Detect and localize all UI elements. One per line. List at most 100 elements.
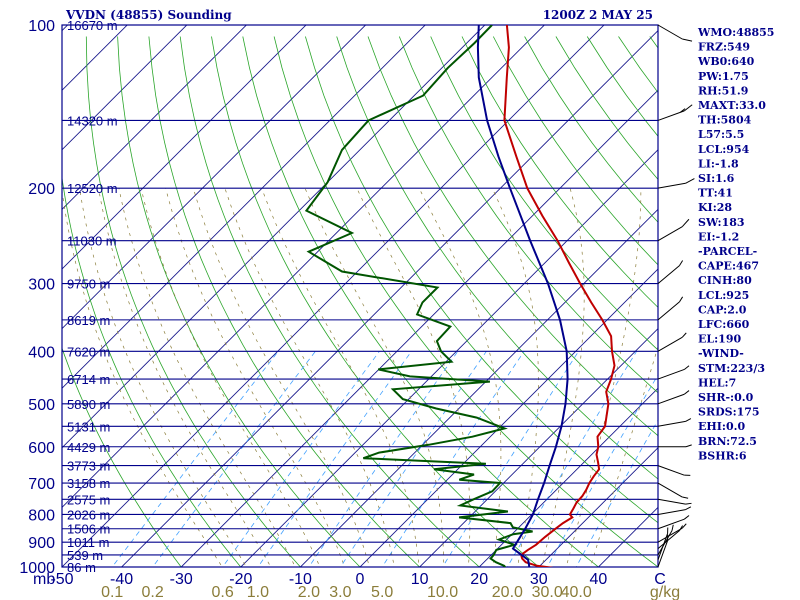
plot-frame bbox=[61, 24, 659, 568]
mixing-ratio-tick-label: 30.0 bbox=[532, 584, 563, 600]
isotherm-line bbox=[62, 25, 486, 449]
index-item: LFC:660 bbox=[698, 318, 750, 331]
pressure-tick-label: 900 bbox=[28, 535, 55, 552]
dry-adiabat-line bbox=[775, 37, 800, 579]
mixing-ratio-line bbox=[546, 374, 658, 567]
dry-adiabat-line bbox=[85, 36, 301, 567]
height-label: 3158 m bbox=[67, 476, 110, 491]
mixing-ratio-line bbox=[381, 351, 525, 567]
dry-adiabat-line bbox=[367, 36, 658, 437]
moist-adiabat-line bbox=[565, 188, 642, 567]
dry-adiabat-line bbox=[744, 37, 800, 579]
index-item: HEL:7 bbox=[698, 376, 736, 389]
wind-barb bbox=[657, 482, 689, 499]
moist-adiabat-line bbox=[224, 188, 395, 567]
index-item: CAP:2.0 bbox=[698, 303, 747, 316]
isotherm-line bbox=[240, 149, 658, 567]
moist-adiabat-line bbox=[192, 188, 370, 567]
height-label: 3773 m bbox=[67, 459, 110, 474]
mixing-ratio-tick-label: 40.0 bbox=[561, 584, 592, 600]
index-item: PW:1.75 bbox=[698, 70, 749, 83]
height-label: 7620 m bbox=[67, 344, 110, 359]
dry-adiabat-line bbox=[492, 36, 658, 266]
parcel-trace bbox=[476, 25, 569, 567]
isotherm-line bbox=[62, 25, 605, 567]
index-item: -WIND- bbox=[698, 347, 744, 360]
index-item: SW:183 bbox=[698, 216, 745, 229]
height-label: 9750 m bbox=[67, 277, 110, 292]
index-item: TT:41 bbox=[698, 187, 733, 200]
wind-barb bbox=[657, 506, 692, 515]
dry-adiabat-line bbox=[524, 36, 658, 223]
index-item: LI:-1.8 bbox=[698, 157, 739, 170]
wind-barb bbox=[657, 332, 687, 352]
index-item: EL:190 bbox=[698, 333, 741, 346]
mixing-ratio-tick-label: 1.0 bbox=[247, 584, 269, 600]
temperature-tick-label: C bbox=[654, 571, 666, 588]
height-label: 8619 m bbox=[67, 313, 110, 328]
station-title: VVDN (48855) Sounding bbox=[65, 8, 232, 22]
temperature-tick-label: -10 bbox=[289, 571, 312, 588]
mixing-ratio-line bbox=[222, 351, 380, 567]
sounding-traces bbox=[304, 25, 616, 567]
height-label: 539 m bbox=[67, 548, 103, 563]
index-item: BSHR:6 bbox=[698, 449, 747, 462]
index-item: WMO:48855 bbox=[697, 26, 774, 39]
index-item: LCL:954 bbox=[698, 143, 750, 156]
wind-barb bbox=[657, 515, 690, 530]
moist-adiabat-line bbox=[140, 188, 321, 567]
index-item: WB0:640 bbox=[697, 55, 755, 68]
isotherm-line bbox=[62, 25, 248, 211]
mixing-ratio-tick-label: 0.2 bbox=[142, 584, 164, 600]
wind-barb bbox=[657, 523, 687, 543]
wind-barb bbox=[657, 390, 690, 405]
wind-barb bbox=[658, 444, 692, 448]
height-label: 4429 m bbox=[67, 440, 110, 455]
wind-barb bbox=[657, 24, 693, 42]
dry-adiabat-line bbox=[461, 36, 658, 308]
index-item: SRDS:175 bbox=[698, 406, 760, 419]
moist-adiabat-line bbox=[418, 188, 502, 567]
moist-adiabat-line bbox=[261, 188, 420, 567]
isotherm-line bbox=[478, 387, 658, 567]
index-item: STM:223/3 bbox=[698, 362, 765, 375]
mixing-ratio-line bbox=[442, 351, 579, 567]
mixing-ratio-tick-label: 0.6 bbox=[212, 584, 234, 600]
mixing-ratio-tick-label: 5.0 bbox=[371, 584, 393, 600]
wind-barb bbox=[657, 365, 690, 380]
mixing-ratio-line bbox=[308, 351, 459, 567]
isotherm-line bbox=[0, 13, 20, 579]
moist-adiabat-line bbox=[118, 188, 296, 567]
dry-adiabat-line bbox=[211, 36, 540, 567]
mixing-ratio-line bbox=[506, 351, 637, 567]
height-label: 86 m bbox=[67, 560, 96, 575]
temperature-tick-label: 40 bbox=[590, 571, 608, 588]
moist-adiabat-line bbox=[165, 188, 346, 567]
pressure-tick-label: 500 bbox=[28, 397, 55, 414]
index-item: MAXT:33.0 bbox=[698, 99, 766, 112]
moist-adiabat-line bbox=[304, 188, 445, 567]
index-item: CAPE:467 bbox=[698, 260, 759, 273]
isotherm-line bbox=[359, 268, 658, 567]
wind-barb bbox=[657, 104, 693, 121]
mixing-ratio-tick-label: 10.0 bbox=[427, 584, 458, 600]
index-item: EI:-1.2 bbox=[698, 230, 739, 243]
mixing-ratio-tick-label: g/kg bbox=[650, 584, 680, 600]
pressure-unit-label: mb bbox=[33, 571, 55, 588]
mixing-ratio-line bbox=[575, 419, 658, 567]
mixing-ratio-line bbox=[339, 351, 487, 567]
height-label: 1506 m bbox=[67, 522, 110, 537]
height-label: 16670 m bbox=[67, 18, 118, 33]
dry-adiabat-line bbox=[273, 36, 658, 567]
pressure-tick-label: 600 bbox=[28, 440, 55, 457]
wind-barb bbox=[657, 525, 684, 550]
height-label: 12520 m bbox=[67, 181, 118, 196]
isotherm-line bbox=[597, 506, 658, 567]
isotherm-line bbox=[62, 25, 546, 509]
moist-adiabat-line bbox=[491, 188, 539, 567]
mixing-ratio-tick-label: 0.1 bbox=[101, 584, 123, 600]
index-item: SHR-:0.0 bbox=[698, 391, 754, 404]
wind-barb bbox=[657, 260, 684, 284]
wind-barb-column bbox=[657, 24, 695, 568]
